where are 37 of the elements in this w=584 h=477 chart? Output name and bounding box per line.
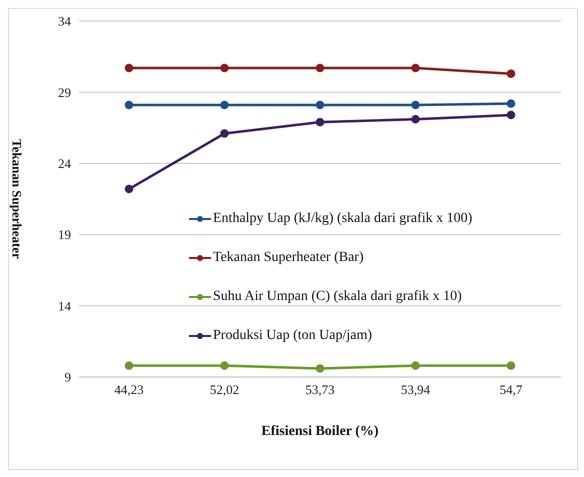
point xyxy=(220,129,229,138)
y-tick-label: 19 xyxy=(58,227,71,242)
point xyxy=(411,100,420,110)
y-axis-title: Tekanan Superheater xyxy=(9,139,24,260)
point xyxy=(316,64,324,72)
x-tick-label: 53,73 xyxy=(305,382,335,398)
point xyxy=(506,99,516,108)
point xyxy=(124,361,134,370)
point xyxy=(506,110,516,120)
point xyxy=(220,361,229,370)
legend-label: Suhu Air Umpan (C) (skala dari grafik x 10) xyxy=(213,288,462,304)
point xyxy=(220,100,229,110)
point xyxy=(316,118,324,126)
point xyxy=(316,100,324,110)
y-tick-label: 24 xyxy=(58,156,72,172)
y-tick-label: 9 xyxy=(64,370,71,385)
point xyxy=(124,100,134,110)
point xyxy=(411,115,420,124)
point xyxy=(411,64,420,72)
legend-label: Tekanan Superheater (Bar) xyxy=(213,250,364,266)
legend-label: Produksi Uap (ton Uap/jam) xyxy=(213,328,372,344)
y-tick-label: 29 xyxy=(58,84,71,100)
point xyxy=(411,361,420,370)
legend-label: Enthalpy Uap (kJ/kg) (skala dari grafik x 100) xyxy=(213,210,472,226)
point xyxy=(220,64,229,72)
point xyxy=(316,364,324,373)
point xyxy=(124,64,134,72)
point xyxy=(506,361,516,370)
point xyxy=(506,69,516,78)
x-tick-label: 54,7 xyxy=(500,382,523,398)
point xyxy=(124,184,134,194)
x-axis-title: Efisiensi Boiler (%) xyxy=(261,424,379,439)
x-tick-label: 52,02 xyxy=(210,382,240,398)
y-tick-label: 14 xyxy=(58,298,72,314)
x-tick-label: 44,23 xyxy=(114,382,144,398)
x-tick-label: 53,94 xyxy=(400,382,431,398)
y-tick-label: 34 xyxy=(58,14,72,29)
